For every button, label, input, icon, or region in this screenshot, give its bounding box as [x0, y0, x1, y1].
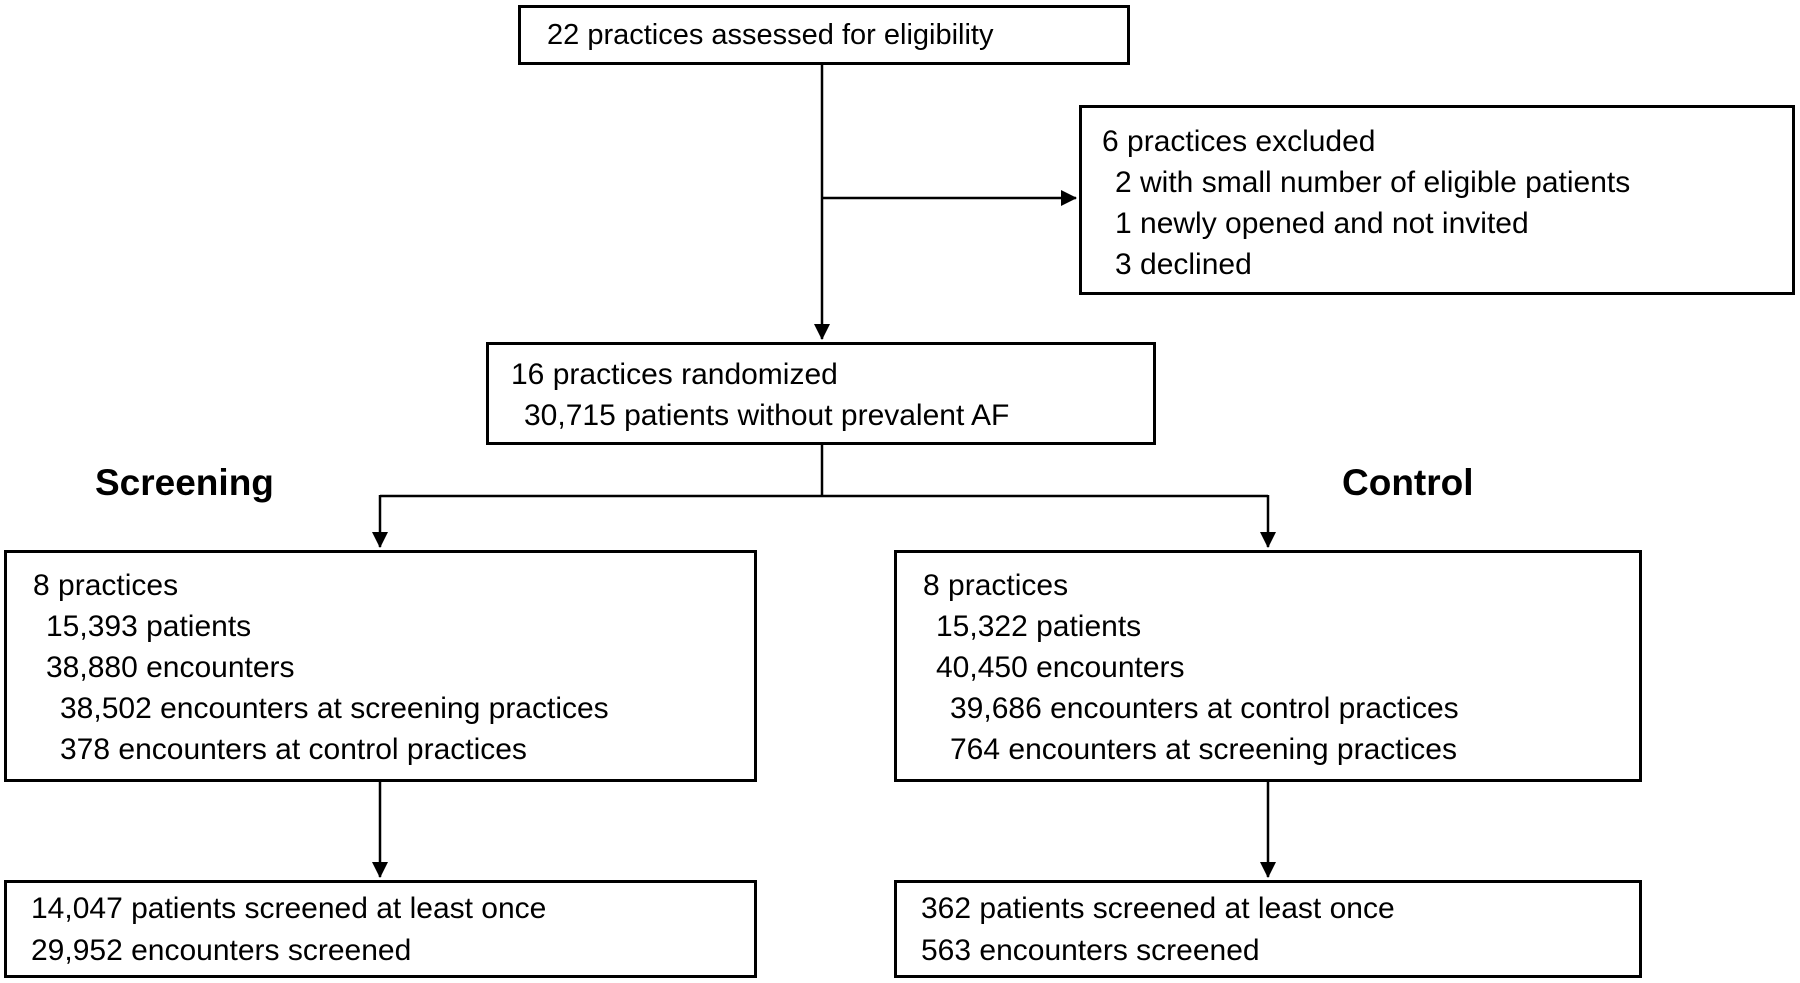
excluded-reason-line: 3 declined	[1115, 248, 1252, 281]
screening-practices-line: 8 practices	[33, 569, 179, 602]
screening-screened-patients-line: 14,047 patients screened at least once	[31, 892, 547, 925]
screening-patients-line: 15,393 patients	[46, 610, 252, 643]
control-screened-box: 362 patients screened at least once 563 …	[894, 880, 1642, 978]
randomized-box: 16 practices randomized 30,715 patients …	[486, 342, 1156, 445]
assessed-box: 22 practices assessed for eligibility	[518, 5, 1130, 65]
excluded-reason-line: 2 with small number of eligible patients	[1115, 166, 1631, 199]
control-practices-line: 8 practices	[923, 569, 1069, 602]
control-arm-label: Control	[1342, 462, 1474, 503]
excluded-total-line: 6 practices excluded	[1102, 125, 1376, 158]
excluded-reason-line: 1 newly opened and not invited	[1115, 207, 1529, 240]
randomized-patients-line: 30,715 patients without prevalent AF	[524, 399, 1010, 432]
screening-encounters-detail-line: 378 encounters at control practices	[60, 733, 527, 766]
assessed-line: 22 practices assessed for eligibility	[547, 19, 994, 51]
control-encounters-detail-line: 764 encounters at screening practices	[950, 733, 1457, 766]
screening-arm-label: Screening	[95, 462, 274, 503]
screening-encounters-detail-line: 38,502 encounters at screening practices	[60, 692, 609, 725]
control-encounters-detail-line: 39,686 encounters at control practices	[950, 692, 1459, 725]
excluded-box: 6 practices excluded 2 with small number…	[1079, 105, 1795, 295]
screening-encounters-line: 38,880 encounters	[46, 651, 295, 684]
screening-group-box: 8 practices 15,393 patients 38,880 encou…	[4, 550, 757, 782]
screening-screened-encounters-line: 29,952 encounters screened	[31, 934, 412, 967]
control-encounters-line: 40,450 encounters	[936, 651, 1185, 684]
randomized-practices-line: 16 practices randomized	[511, 358, 838, 391]
control-patients-line: 15,322 patients	[936, 610, 1142, 643]
screening-screened-box: 14,047 patients screened at least once 2…	[4, 880, 757, 978]
control-screened-patients-line: 362 patients screened at least once	[921, 892, 1395, 925]
control-screened-encounters-line: 563 encounters screened	[921, 934, 1260, 967]
control-group-box: 8 practices 15,322 patients 40,450 encou…	[894, 550, 1642, 782]
